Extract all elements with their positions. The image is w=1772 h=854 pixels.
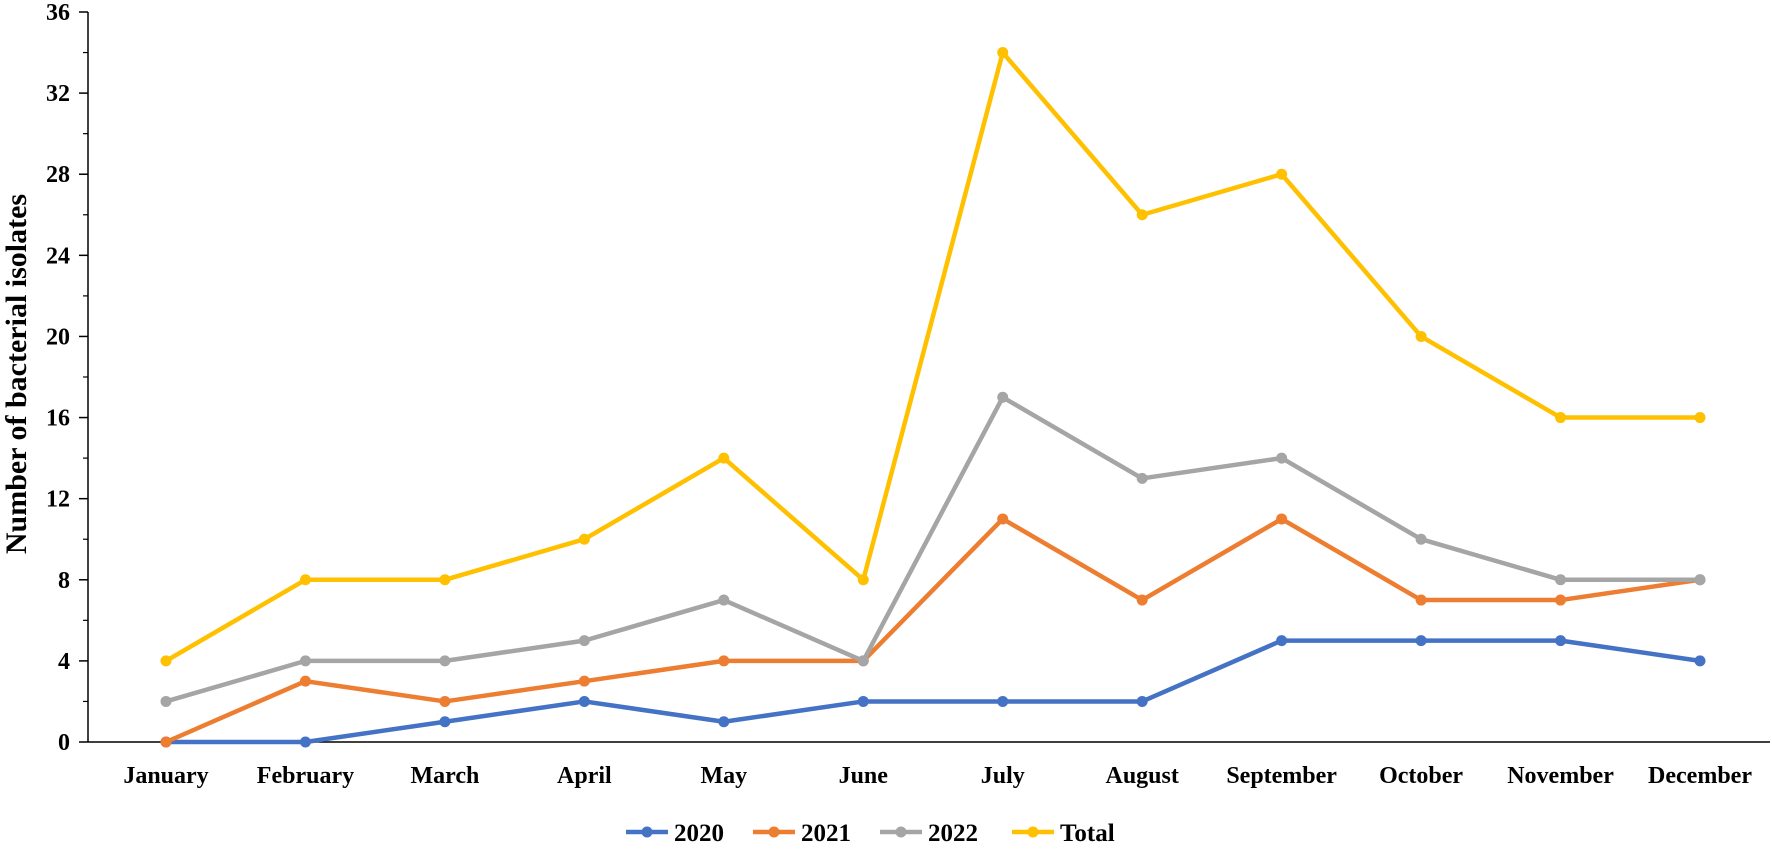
y-ticks: 0 4 8 12 16 20 24 28 32 36	[46, 0, 88, 756]
data-point	[1415, 635, 1427, 647]
data-point	[997, 47, 1009, 59]
data-point	[439, 655, 451, 667]
data-point	[299, 655, 311, 667]
legend-swatch-marker	[768, 826, 780, 838]
x-tick-labels: January February March April May June July Augu…	[123, 763, 1752, 789]
x-tick-label: January	[123, 763, 208, 789]
x-tick-label: March	[410, 763, 479, 789]
data-point	[160, 695, 172, 707]
x-tick-label: December	[1648, 763, 1752, 789]
y-tick-label: 36	[46, 0, 70, 26]
data-point	[857, 574, 869, 586]
data-point	[718, 655, 730, 667]
y-tick-label: 16	[46, 406, 70, 432]
y-tick-label: 8	[58, 568, 70, 594]
y-axis-title: Number of bacterial isolates	[0, 194, 33, 554]
data-point	[299, 574, 311, 586]
data-point	[1694, 655, 1706, 667]
data-point	[1555, 574, 1567, 586]
y-tick-label: 12	[46, 487, 70, 513]
data-point	[1415, 330, 1427, 342]
y-tick-label: 24	[46, 243, 70, 269]
series-line	[163, 516, 1703, 745]
legend: 2020 2021 2022 Total	[626, 820, 1115, 847]
data-point	[997, 695, 1009, 707]
series-layer	[160, 47, 1706, 748]
data-point	[1415, 594, 1427, 606]
series-total	[160, 47, 1706, 667]
y-tick-label: 28	[46, 162, 70, 188]
legend-item-total: Total	[1012, 820, 1115, 847]
data-point	[1415, 533, 1427, 545]
data-point	[1276, 635, 1288, 647]
legend-swatch-marker	[641, 826, 653, 838]
y-tick-label: 4	[58, 649, 70, 675]
data-point	[997, 391, 1009, 403]
data-point	[1276, 513, 1288, 525]
x-tick-label: February	[257, 763, 354, 789]
legend-swatch-marker	[1027, 826, 1039, 838]
data-point	[439, 716, 451, 728]
legend-item-2020: 2020	[626, 820, 724, 847]
data-point	[1136, 695, 1148, 707]
x-tick-label: September	[1226, 763, 1337, 789]
data-point	[1136, 209, 1148, 221]
legend-item-2021: 2021	[753, 820, 851, 847]
x-tick-label: May	[700, 763, 747, 789]
legend-label: 2021	[801, 820, 851, 847]
legend-label: 2022	[928, 820, 978, 847]
data-point	[718, 716, 730, 728]
data-point	[1555, 412, 1567, 424]
data-point	[439, 695, 451, 707]
x-tick-label: July	[981, 763, 1025, 789]
series-2022	[160, 391, 1706, 707]
data-point	[1555, 635, 1567, 647]
data-point	[718, 452, 730, 464]
data-point	[578, 675, 590, 687]
legend-swatch-marker	[895, 826, 907, 838]
data-point	[1136, 594, 1148, 606]
y-tick-label: 20	[46, 324, 70, 350]
legend-label: Total	[1060, 820, 1115, 847]
data-point	[718, 594, 730, 606]
data-point	[1276, 168, 1288, 180]
series-line	[163, 50, 1703, 664]
x-tick-label: November	[1507, 763, 1614, 789]
data-point	[299, 675, 311, 687]
data-point	[997, 513, 1009, 525]
data-point	[578, 695, 590, 707]
series-2021	[160, 513, 1706, 748]
y-tick-label: 0	[58, 730, 70, 756]
data-point	[578, 533, 590, 545]
data-point	[857, 655, 869, 667]
data-point	[857, 695, 869, 707]
x-tick-label: April	[557, 763, 612, 789]
data-point	[439, 574, 451, 586]
x-tick-label: October	[1379, 763, 1463, 789]
y-tick-label: 32	[46, 81, 70, 107]
legend-label: 2020	[674, 820, 724, 847]
data-point	[1694, 412, 1706, 424]
x-tick-label: August	[1106, 763, 1179, 789]
series-line	[163, 638, 1703, 745]
data-point	[1555, 594, 1567, 606]
series-2020	[160, 635, 1706, 748]
data-point	[160, 736, 172, 748]
data-point	[1136, 472, 1148, 484]
series-line	[163, 395, 1703, 704]
data-point	[1276, 452, 1288, 464]
data-point	[299, 736, 311, 748]
data-point	[160, 655, 172, 667]
data-point	[1694, 574, 1706, 586]
data-point	[578, 635, 590, 647]
x-tick-label: June	[839, 763, 889, 789]
legend-item-2022: 2022	[880, 820, 978, 847]
